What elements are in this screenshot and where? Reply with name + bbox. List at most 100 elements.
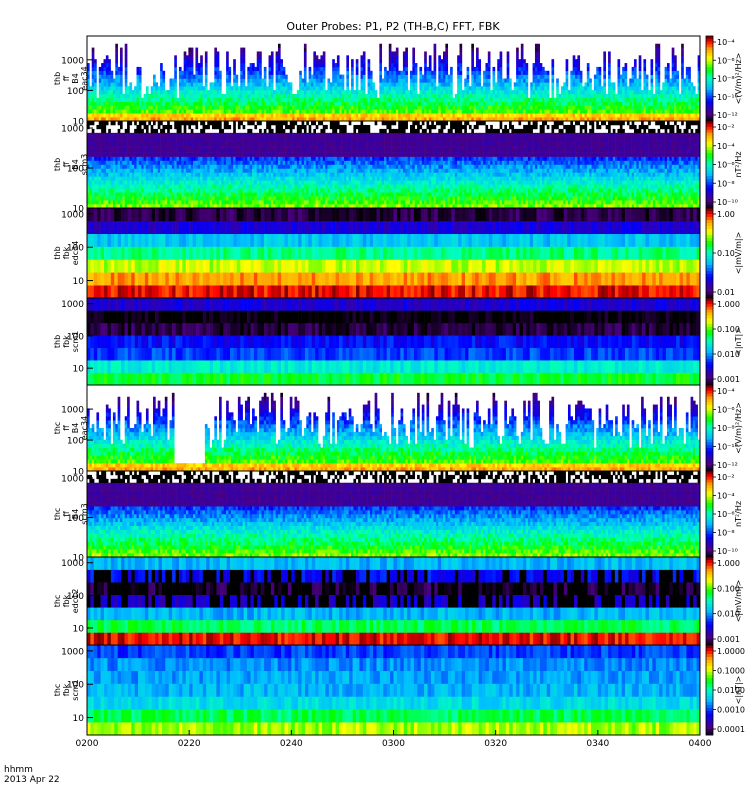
panel-ylabel: thcfbkscm1 bbox=[53, 679, 80, 700]
colorbar-tick-label: 1.0000 bbox=[717, 647, 745, 656]
ylabel-line: ff bbox=[62, 75, 71, 81]
colorbar-tick-label: 0.100 bbox=[717, 325, 740, 334]
panel-thc-fbk-scm1: 10 100 1000 thcfbkscm1 1.0000 0.1000 0.0100 0.0… bbox=[53, 644, 745, 736]
colorbar-label: <|nT|> bbox=[734, 676, 743, 705]
colorbar-tick-label: 10⁻⁶ bbox=[717, 510, 735, 519]
x-tick-label: 0320 bbox=[484, 739, 507, 749]
colorbar-label: <|nT|> bbox=[734, 327, 743, 356]
colorbar-tick-label: 10⁻⁶ bbox=[717, 56, 735, 65]
colorbar-tick-label: 0.01 bbox=[717, 288, 735, 297]
ylabel-line: B4 bbox=[71, 73, 80, 84]
spectrogram-thc-fbk-edc12 bbox=[87, 557, 700, 645]
ylabel-line: fbk bbox=[62, 594, 71, 607]
colorbar-tick-label: 1.000 bbox=[717, 559, 740, 568]
figure-title: Outer Probes: P1, P2 (TH-B,C) FFT, FBK bbox=[286, 20, 500, 33]
y-tick-label: 1000 bbox=[61, 474, 84, 484]
panel-ylabel: thcfbkedc12 bbox=[53, 589, 80, 614]
panel-ylabel: thbffB4eac34 bbox=[53, 66, 89, 90]
ylabel-line: fbk bbox=[62, 683, 71, 696]
spectrogram-thc-ff-scm3 bbox=[87, 471, 700, 557]
y-tick-label: 10 bbox=[73, 554, 85, 564]
panel-ylabel: thcffB4scm3 bbox=[53, 503, 89, 524]
colorbar-thb-ff-eac34: 10⁻⁴ 10⁻⁶ 10⁻⁸ 10⁻¹⁰ 10⁻¹² <(V/m)²/Hz> bbox=[705, 35, 743, 122]
colorbar-label: <(V/m)²/Hz> bbox=[734, 53, 743, 105]
panel-thb-ff-eac34: 101001000thbffB4eac3410⁻⁴10⁻⁶10⁻⁸10⁻¹⁰10… bbox=[53, 35, 743, 128]
colorbar-tick-label: 10⁻⁸ bbox=[717, 424, 735, 433]
colorbar-tick-label: 10⁻² bbox=[717, 123, 735, 132]
colorbar-tick-label: 0.1000 bbox=[717, 667, 745, 676]
y-tick-label: 1000 bbox=[61, 559, 84, 569]
spectrogram-thb-fbk-scm1 bbox=[87, 298, 700, 385]
ylabel-line: ff bbox=[62, 161, 71, 167]
x-tick-label: 0240 bbox=[280, 739, 303, 749]
colorbar-tick-label: 0.001 bbox=[717, 375, 740, 384]
ylabel-line: eac34 bbox=[80, 416, 89, 440]
y-tick-label: 10 bbox=[73, 468, 85, 478]
x-tick-label: 0340 bbox=[586, 739, 609, 749]
ylabel-line: thc bbox=[53, 508, 62, 521]
ylabel-line: fbk bbox=[62, 246, 71, 259]
y-tick-label: 1000 bbox=[61, 406, 84, 416]
colorbar-tick-label: 10⁻⁶ bbox=[717, 161, 735, 170]
colorbar-thb-ff-scm3: 10⁻² 10⁻⁴ 10⁻⁶ 10⁻⁸ 10⁻¹⁰ nT²/Hz bbox=[705, 120, 743, 209]
ylabel-line: scm1 bbox=[71, 679, 80, 700]
y-tick-label: 10 bbox=[73, 624, 85, 634]
colorbar-thc-fbk-scm1: 1.0000 0.1000 0.0100 0.0010 0.0001 <|nT|> bbox=[705, 644, 745, 736]
ylabel-line: thb bbox=[53, 72, 62, 85]
ylabel-line: edc12 bbox=[71, 589, 80, 614]
panel-ylabel: thbfbkedc34 bbox=[53, 241, 80, 266]
colorbar-tick-label: 10⁻⁸ bbox=[717, 75, 735, 84]
colorbar-tick-label: 10⁻¹⁰ bbox=[717, 198, 738, 207]
colorbar-label: <(V/m)²/Hz> bbox=[734, 402, 743, 454]
ylabel-line: thb bbox=[53, 158, 62, 171]
panel-thb-ff-scm3: 10 100 1000 thbffB4scm3 10⁻² 10⁻⁴ 10⁻⁶ 10⁻⁸ 10⁻¹… bbox=[53, 120, 743, 215]
colorbar-thc-ff-scm3: 10⁻² 10⁻⁴ 10⁻⁶ 10⁻⁸ 10⁻¹⁰ nT²/Hz bbox=[705, 470, 743, 558]
colorbar-label: nT²/Hz bbox=[734, 151, 743, 177]
x-tick-label: 0200 bbox=[76, 739, 99, 749]
colorbar-tick-label: 0.0010 bbox=[717, 706, 745, 715]
ylabel-line: scm3 bbox=[80, 154, 89, 175]
panel-thb-fbk-edc34: 10 100 1000 thbfbkedc34 1.00 0.10 0.01 <|mV/m|> bbox=[53, 207, 743, 299]
colorbar-thc-ff-eac34: 10⁻⁴ 10⁻⁶ 10⁻⁸ 10⁻¹⁰ 10⁻¹² <(V/m)²/Hz> bbox=[705, 384, 743, 472]
y-tick-label: 10 bbox=[73, 205, 85, 215]
y-tick-label: 10 bbox=[73, 365, 85, 375]
colorbar-tick-label: 10⁻¹² bbox=[717, 461, 738, 470]
ylabel-line: B4 bbox=[71, 509, 80, 520]
y-tick-label: 100 bbox=[67, 514, 84, 524]
colorbar-tick-label: 1.00 bbox=[717, 210, 735, 219]
colorbar-tick-label: 10⁻⁴ bbox=[717, 142, 735, 151]
y-tick-label: 100 bbox=[67, 165, 84, 175]
ylabel-line: thc bbox=[53, 595, 62, 608]
y-tick-label: 10 bbox=[73, 118, 85, 128]
ylabel-line: B4 bbox=[71, 423, 80, 434]
ylabel-line: thb bbox=[53, 246, 62, 259]
ylabel-line: thb bbox=[53, 335, 62, 348]
panel-ylabel: thbffB4scm3 bbox=[53, 154, 89, 175]
colorbar-thb-fbk-scm1: 1.000 0.100 0.010 0.001 <|nT|> bbox=[705, 297, 743, 386]
colorbar-label: <|mV/m|> bbox=[734, 580, 743, 623]
panels: 101001000thbffB4eac3410⁻⁴10⁻⁶10⁻⁸10⁻¹⁰10… bbox=[53, 35, 745, 736]
ylabel-line: thc bbox=[53, 684, 62, 697]
ylabel-line: eac34 bbox=[80, 66, 89, 90]
time-axis: 0200 0220 0240 0300 0320 0340 0400 bbox=[76, 730, 712, 749]
colorbar-thc-fbk-edc12: 1.000 0.100 0.010 0.001 <|mV/m|> bbox=[705, 556, 743, 646]
ylabel-line: thc bbox=[53, 422, 62, 435]
y-tick-label: 100 bbox=[67, 332, 84, 342]
colorbar-tick-label: 10⁻⁸ bbox=[717, 179, 735, 188]
ylabel-line: B4 bbox=[71, 159, 80, 170]
colorbar-tick-label: 0.10 bbox=[717, 249, 735, 258]
colorbar-tick-label: 1.000 bbox=[717, 300, 740, 309]
colorbar-tick-label: 10⁻⁴ bbox=[717, 492, 735, 501]
panel-ylabel: thbfbkscm1 bbox=[53, 331, 80, 352]
time-unit-label: hhmm bbox=[4, 765, 33, 775]
x-tick-label: 0300 bbox=[382, 739, 405, 749]
colorbar-tick-label: 10⁻⁴ bbox=[717, 387, 735, 396]
panel-thc-ff-scm3: 10 100 1000 thcffB4scm3 10⁻² 10⁻⁴ 10⁻⁶ 10⁻⁸ 10⁻¹… bbox=[53, 470, 743, 564]
spectrogram-thb-ff-eac34 bbox=[87, 36, 700, 121]
y-tick-label: 1000 bbox=[61, 300, 84, 310]
x-tick-label: 0400 bbox=[689, 739, 712, 749]
spectrogram-thc-fbk-scm1 bbox=[87, 645, 700, 735]
y-tick-label: 10 bbox=[73, 714, 85, 724]
colorbar-tick-label: 10⁻⁴ bbox=[717, 38, 735, 47]
